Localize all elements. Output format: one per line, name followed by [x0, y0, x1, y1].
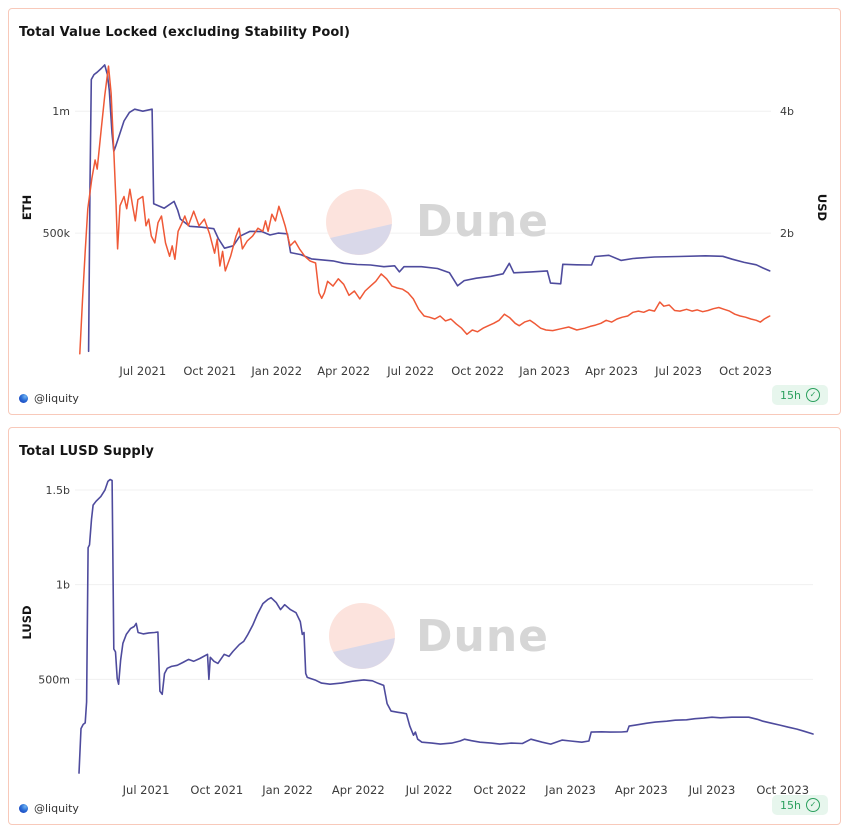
author-handle-label: @liquity: [34, 802, 79, 815]
x-axis-tick-label: Jan 2023: [518, 364, 570, 378]
x-axis-tick-label: Jan 2022: [261, 783, 313, 797]
check-circle-icon: ✓: [806, 798, 820, 812]
refresh-age-label: 15h: [780, 798, 801, 812]
refresh-age-badge[interactable]: 15h ✓: [772, 795, 828, 815]
y-axis-right-tick-label: 4b: [780, 105, 794, 118]
series-total-lusd-supply: [78, 478, 814, 774]
y-axis-title: LUSD: [20, 605, 34, 639]
series-tvl-in-eth: [87, 64, 771, 353]
author-handle[interactable]: @liquity: [19, 802, 79, 815]
x-axis-tick-label: Oct 2023: [756, 783, 809, 797]
x-axis-tick-label: Jul 2023: [688, 783, 736, 797]
refresh-age-badge[interactable]: 15h ✓: [772, 385, 828, 405]
check-circle-icon: ✓: [806, 388, 820, 402]
refresh-age-label: 15h: [780, 388, 801, 402]
x-axis-tick-label: Oct 2021: [183, 364, 236, 378]
y-axis-title: ETH: [20, 195, 34, 220]
y-axis-tick-label: 500k: [43, 227, 71, 240]
x-axis-tick-label: Jul 2023: [654, 364, 702, 378]
y-axis-right-title: USD: [815, 194, 829, 221]
y-axis-tick-label: 1.5b: [46, 484, 70, 497]
dune-watermark: Dune: [329, 603, 549, 669]
liquity-logo-icon: [19, 804, 28, 813]
x-axis-tick-label: Jul 2021: [118, 364, 166, 378]
author-handle-label: @liquity: [34, 392, 79, 405]
dune-watermark: Dune: [326, 189, 549, 255]
y-axis-tick-label: 1b: [56, 579, 70, 592]
y-axis-right-tick-label: 2b: [780, 227, 794, 240]
x-axis-tick-label: Apr 2023: [585, 364, 638, 378]
x-axis-tick-label: Apr 2022: [317, 364, 370, 378]
liquity-logo-icon: [19, 394, 28, 403]
x-axis-tick-label: Oct 2022: [451, 364, 504, 378]
x-axis-tick-label: Jan 2022: [250, 364, 302, 378]
tvl-chart-title: Total Value Locked (excluding Stability …: [19, 25, 351, 40]
tvl-panel: 500k 1m 2b 4b Jul 2021 Oct 2021 Jan 2022 Apr 20…: [8, 8, 841, 415]
x-axis-tick-label: Jul 2022: [386, 364, 434, 378]
x-axis-tick-label: Apr 2023: [615, 783, 668, 797]
x-axis-tick-label: Jan 2023: [544, 783, 596, 797]
x-axis-tick-label: Jul 2022: [405, 783, 453, 797]
lusd-supply-chart: 500m 1b 1.5b Jul 2021 Oct 2021 Jan 2022 Apr 20…: [20, 478, 814, 797]
author-handle[interactable]: @liquity: [19, 392, 79, 405]
tvl-chart: 500k 1m 2b 4b Jul 2021 Oct 2021 Jan 2022 Apr 20…: [20, 64, 829, 378]
x-axis-tick-label: Oct 2022: [473, 783, 526, 797]
series-tvl-in-usd: [79, 65, 771, 355]
lusd-supply-panel: 500m 1b 1.5b Jul 2021 Oct 2021 Jan 2022 Apr 20…: [8, 427, 841, 825]
y-axis-tick-label: 500m: [38, 673, 70, 686]
lusd-chart-title: Total LUSD Supply: [19, 444, 154, 459]
watermark-text: Dune: [416, 196, 549, 247]
y-axis-tick-label: 1m: [52, 105, 70, 118]
x-axis-tick-label: Apr 2022: [332, 783, 385, 797]
watermark-text: Dune: [416, 611, 549, 662]
x-axis-tick-label: Oct 2023: [719, 364, 772, 378]
x-axis-tick-label: Oct 2021: [190, 783, 243, 797]
x-axis-tick-label: Jul 2021: [122, 783, 170, 797]
